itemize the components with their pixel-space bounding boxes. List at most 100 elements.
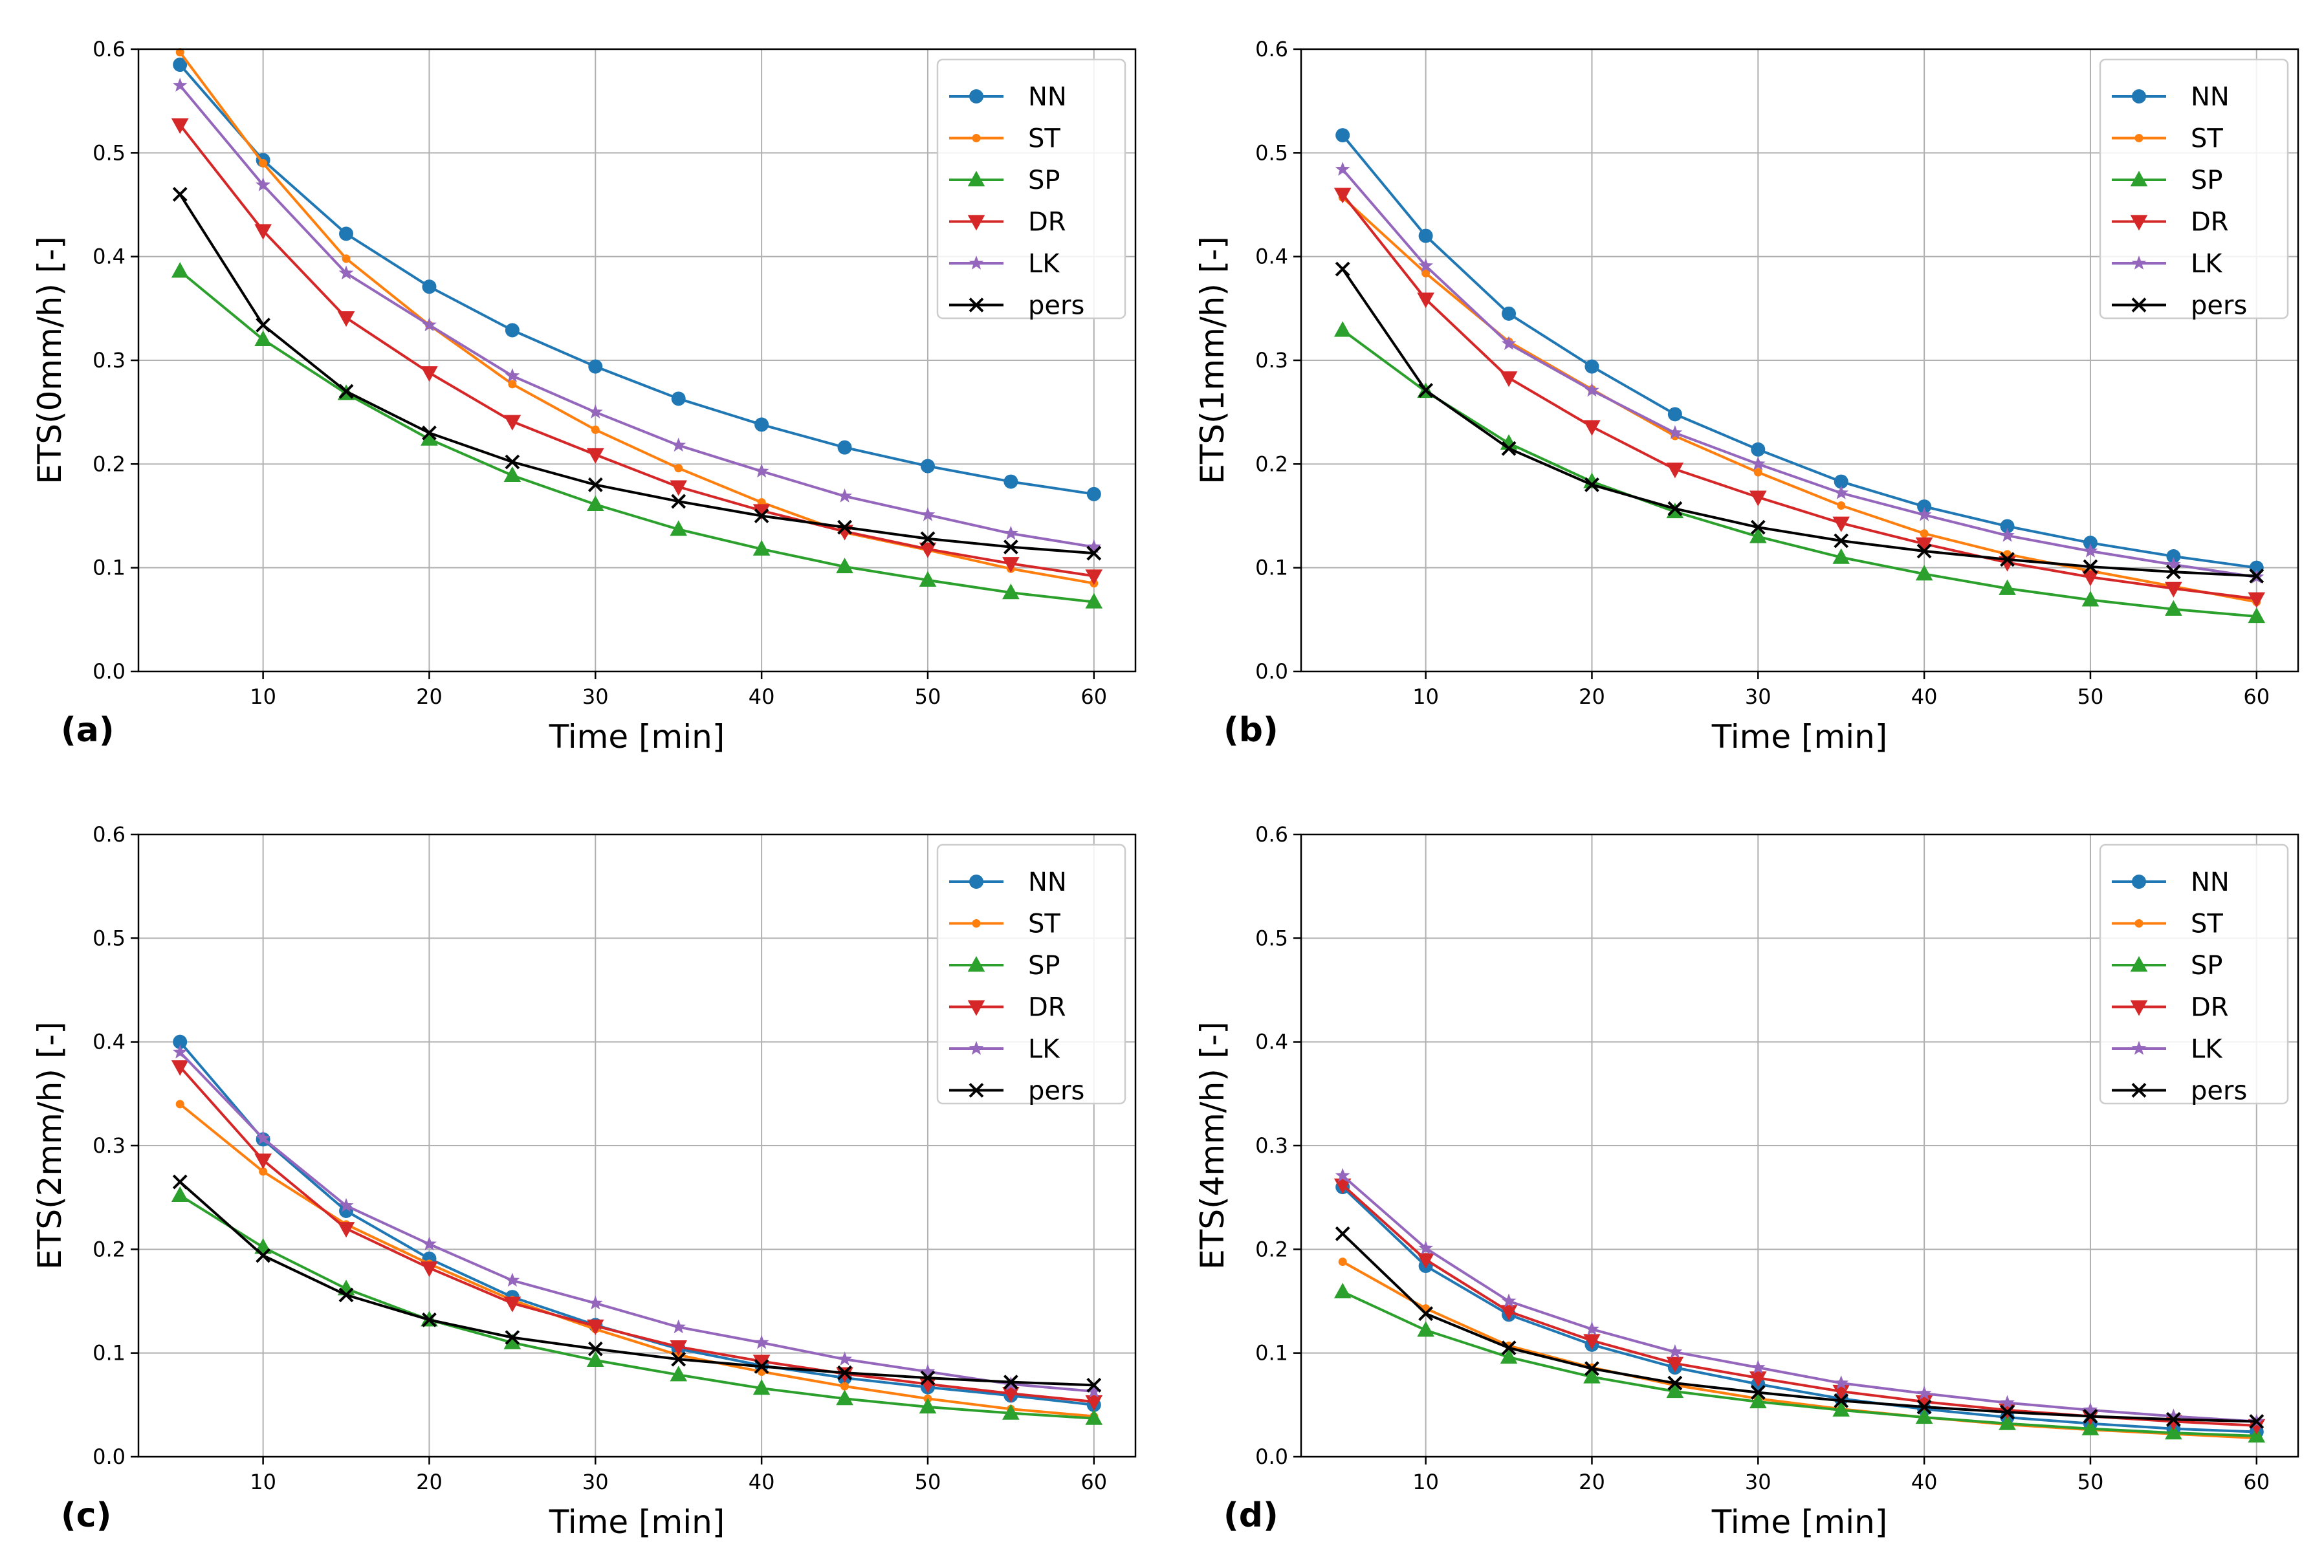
data-point: [1002, 1404, 1020, 1420]
data-point: [1749, 1393, 1767, 1409]
data-point: [1666, 1382, 1684, 1399]
legend-entry-ST: ST: [949, 909, 1060, 939]
data-point: [1338, 1258, 1347, 1267]
data-point: [2000, 1395, 2015, 1410]
legend-entry-DR: DR: [949, 208, 1066, 237]
data-point: [754, 417, 769, 432]
legend-label: pers: [1028, 1076, 1084, 1106]
data-point: [1002, 1387, 1020, 1403]
data-point: [2165, 1424, 2182, 1440]
legend-marker: [967, 956, 985, 972]
data-point: [1335, 1226, 1350, 1241]
panel-3: 10 20 30 40 50 60 0.0 0.1 0.2 0.3 0.4 0.5 0.6 Time [m…: [31, 822, 1137, 1541]
series-line: [179, 84, 1095, 549]
data-point: [2000, 1404, 2015, 1420]
x-tick-label: 60: [1080, 1470, 1107, 1494]
legend-entry-SP: SP: [949, 166, 1060, 195]
data-point: [1750, 1385, 1766, 1400]
data-point: [1003, 539, 1018, 555]
data-point: [587, 1295, 603, 1310]
data-point: [421, 430, 438, 446]
data-point: [586, 1351, 604, 1367]
y-axis-label: ETS(1mm/h) [-]: [1194, 236, 1231, 485]
data-point: [754, 1359, 769, 1374]
legend-label: DR: [2191, 208, 2229, 237]
y-tick-label: 0.0: [1255, 1444, 1288, 1469]
data-point: [1917, 499, 1932, 514]
legend-marker: [2134, 919, 2143, 928]
series-NN: [1335, 128, 2264, 575]
data-point: [1834, 1393, 1849, 1408]
data-point: [837, 440, 852, 455]
series-LK: [1335, 1168, 2264, 1428]
data-point: [920, 506, 936, 521]
data-point: [1920, 529, 1929, 538]
data-point: [587, 1341, 603, 1356]
data-point: [837, 488, 852, 503]
data-point: [752, 1379, 771, 1395]
data-point: [2083, 543, 2098, 558]
data-point: [1333, 321, 1352, 337]
data-point: [171, 118, 189, 135]
y-tick-label: 0.6: [1255, 822, 1288, 847]
legend-entry-NN: NN: [949, 867, 1067, 897]
x-tick-label: 10: [250, 684, 276, 709]
series-line: [179, 51, 1095, 585]
data-point: [670, 1340, 688, 1356]
legend-entry-DR: DR: [949, 993, 1066, 1023]
y-tick-label: 0.1: [93, 556, 126, 580]
legend-label: LK: [2191, 249, 2223, 279]
data-point: [2165, 600, 2182, 616]
data-point: [1916, 1386, 1932, 1400]
series-line: [179, 1051, 1094, 1393]
legend: NN ST SP DR LK pers: [936, 844, 1126, 1106]
data-point: [2165, 582, 2182, 598]
y-tick-label: 0.2: [93, 1237, 126, 1261]
data-point: [1335, 261, 1350, 277]
data-point: [256, 177, 271, 191]
x-tick-label: 20: [416, 1470, 443, 1494]
legend-marker: [2132, 89, 2146, 103]
panel-label: (c): [61, 1496, 111, 1535]
data-point: [2165, 1411, 2181, 1427]
series-line: [179, 1065, 1094, 1404]
data-point: [1999, 579, 2016, 595]
data-point: [920, 1364, 936, 1378]
y-tick-label: 0.0: [1255, 659, 1288, 684]
legend-entry-pers: pers: [2112, 1076, 2247, 1106]
data-point: [1086, 486, 1101, 501]
data-point: [1832, 516, 1850, 532]
data-point: [1501, 336, 1517, 351]
data-point: [505, 454, 520, 470]
legend-marker: [972, 919, 981, 928]
data-point: [1500, 371, 1518, 387]
data-point: [2000, 552, 2015, 567]
legend-entry-LK: LK: [2112, 1034, 2223, 1064]
series-DR: [1333, 188, 2266, 608]
data-point: [836, 1389, 853, 1406]
legend-label: SP: [2191, 951, 2223, 981]
data-point: [1086, 1383, 1102, 1398]
y-tick-label: 0.4: [93, 1030, 126, 1054]
data-point: [591, 425, 600, 434]
legend-marker: [967, 171, 985, 187]
data-point: [1003, 474, 1018, 489]
y-tick-label: 0.5: [1255, 926, 1288, 950]
data-point: [171, 1186, 189, 1203]
y-tick-label: 0.3: [93, 348, 126, 373]
data-point: [586, 495, 604, 511]
y-tick-label: 0.0: [93, 1444, 126, 1469]
legend-marker: [2130, 1000, 2148, 1016]
panel-4: 10 20 30 40 50 60 0.0 0.1 0.2 0.3 0.4 0.5 0.6 Time [m…: [1194, 822, 2299, 1541]
data-point: [1667, 1375, 1683, 1391]
y-tick-label: 0.3: [93, 1133, 126, 1158]
data-point: [1583, 1334, 1601, 1350]
data-point: [919, 1398, 937, 1414]
x-tick-label: 40: [1911, 1470, 1938, 1494]
legend-marker: [2131, 298, 2147, 312]
data-point: [2083, 536, 2098, 550]
x-tick-label: 40: [1911, 684, 1938, 709]
data-point: [338, 384, 354, 399]
legend-label: DR: [2191, 993, 2229, 1023]
data-point: [1753, 468, 1762, 477]
